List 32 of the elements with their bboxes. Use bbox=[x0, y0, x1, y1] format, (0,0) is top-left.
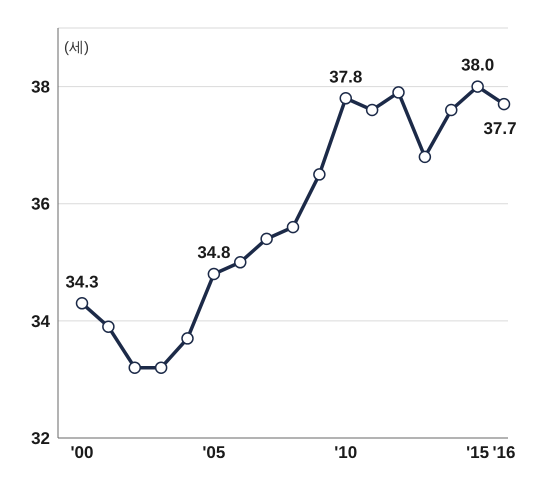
point bbox=[234, 256, 246, 269]
point bbox=[286, 220, 300, 234]
x-tick-label: '15 bbox=[466, 443, 490, 462]
y-tick-label: 32 bbox=[31, 429, 50, 448]
point bbox=[208, 268, 220, 280]
x-tick-label: '00 bbox=[70, 443, 94, 462]
y-axis-title: (세) bbox=[64, 38, 89, 57]
point bbox=[418, 150, 432, 164]
y-tick-label: 36 bbox=[31, 194, 50, 214]
data-label: 37.8 bbox=[329, 67, 362, 86]
y-tick-label: 38 bbox=[31, 78, 50, 97]
data-label: 38.0 bbox=[461, 56, 494, 75]
point bbox=[181, 332, 194, 345]
data-label: 34.8 bbox=[197, 243, 230, 262]
point bbox=[313, 168, 326, 181]
point bbox=[260, 232, 273, 246]
point bbox=[366, 104, 378, 116]
point bbox=[154, 361, 168, 374]
x-tick-label: '05 bbox=[202, 443, 226, 462]
point bbox=[445, 104, 458, 116]
point bbox=[392, 86, 405, 99]
data-label: 37.7 bbox=[483, 119, 517, 138]
y-tick-label: 34 bbox=[31, 312, 51, 331]
x-tick-label: '16 bbox=[492, 443, 516, 462]
data-label: 34.3 bbox=[65, 272, 99, 292]
point bbox=[340, 92, 352, 105]
point bbox=[102, 320, 115, 333]
point bbox=[128, 361, 141, 374]
x-tick-label: '10 bbox=[334, 443, 358, 462]
point bbox=[498, 98, 510, 110]
point bbox=[76, 297, 88, 310]
point bbox=[471, 80, 484, 93]
